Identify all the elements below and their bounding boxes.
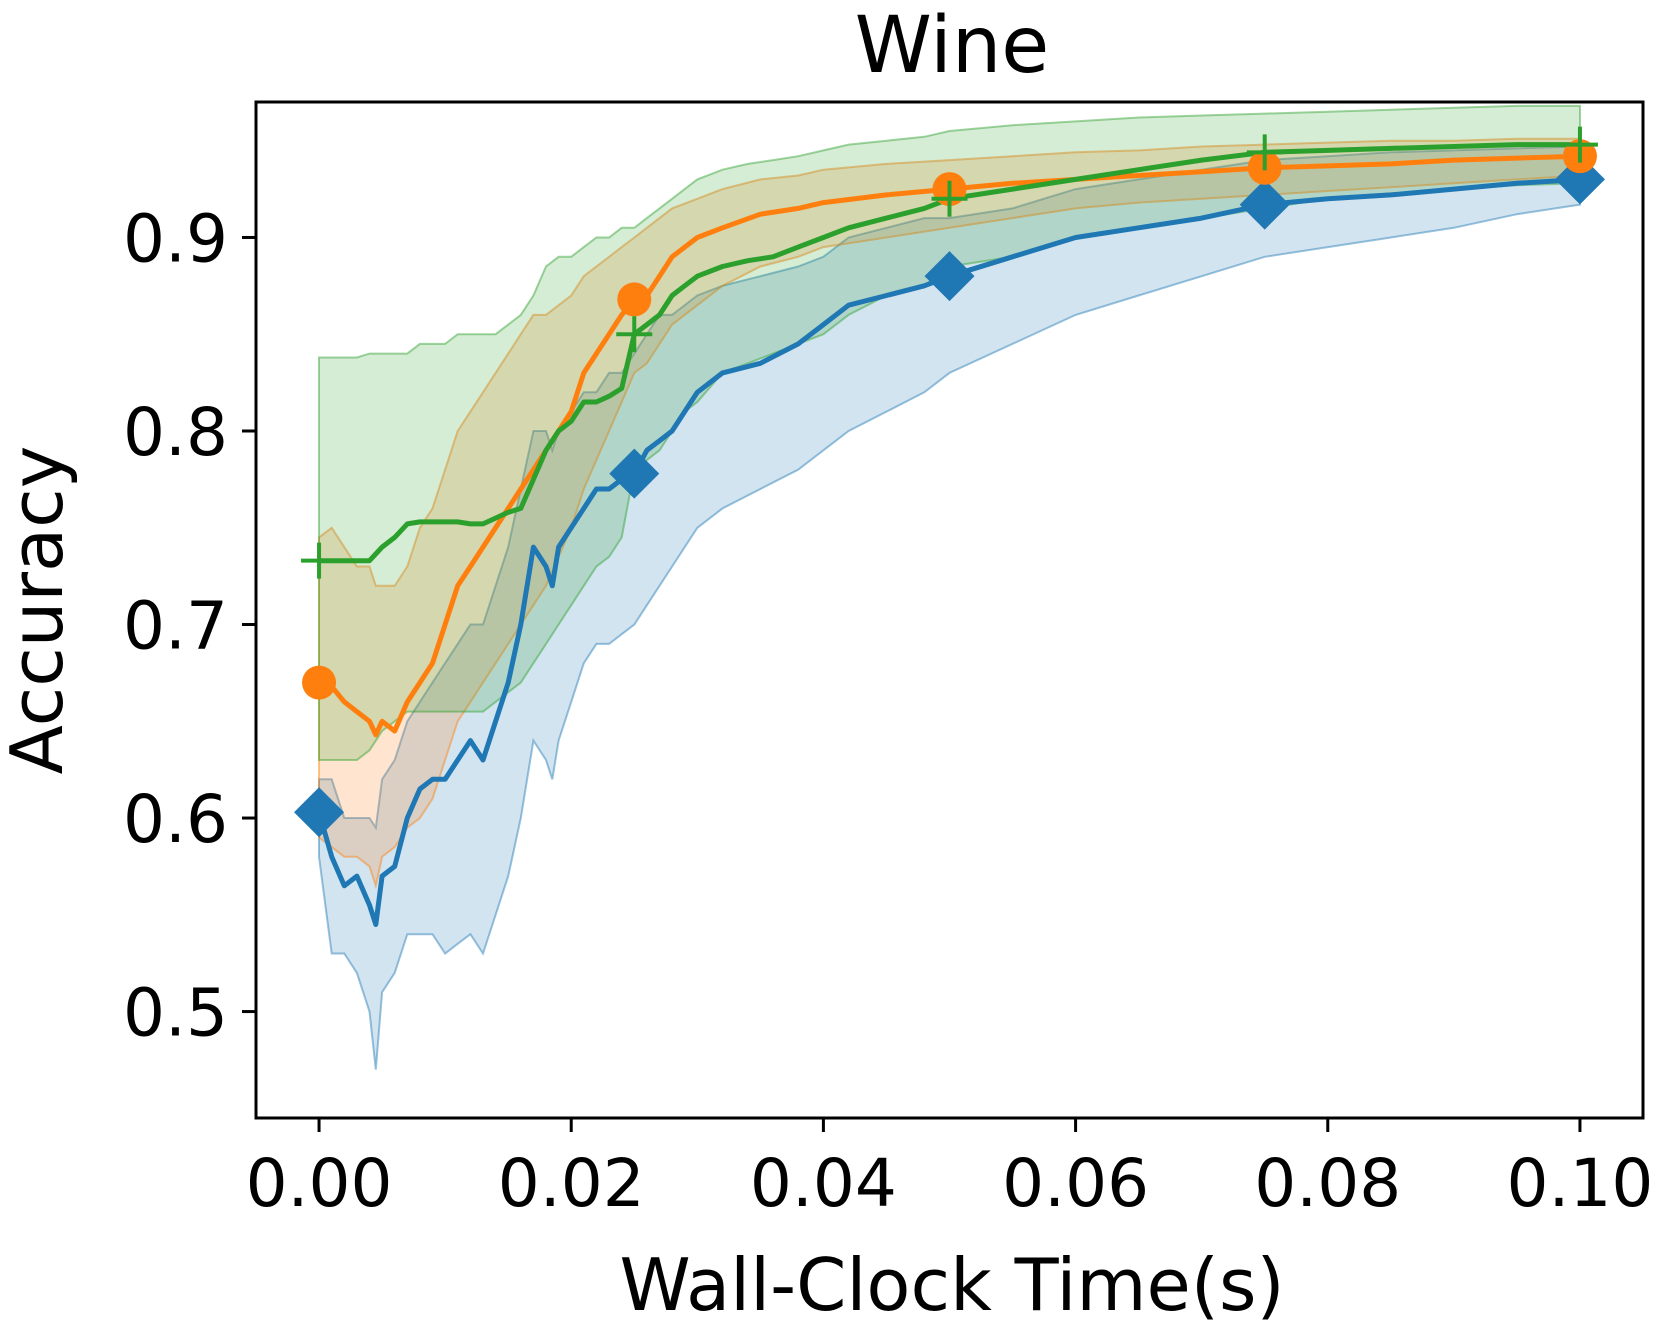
marker-series-0-0 [294,787,345,838]
chart-title: Wine [855,1,1050,91]
x-tick-label: 0.02 [498,1145,645,1222]
y-tick-label: 0.6 [123,781,228,858]
x-tick-label: 0.00 [246,1145,393,1222]
y-tick-label: 0.5 [123,975,228,1052]
marker-series-1-1 [617,282,652,317]
y-axis-label: Accuracy [0,446,79,775]
line-series-2 [319,142,1580,564]
x-axis-ticks: 0.00 0.02 0.04 0.06 0.08 0.10 [246,1118,1653,1222]
confidence-bands [318,104,1581,1070]
marker-series-0-1 [609,448,660,499]
series-lines [316,142,1581,927]
y-tick-label: 0.9 [123,200,228,277]
marker-series-0-2 [924,251,975,302]
y-axis-ticks: 0.5 0.6 0.7 0.8 0.9 [123,200,256,1052]
series-markers [294,126,1605,838]
marker-series-2-1 [616,316,653,353]
y-tick-label: 0.8 [123,394,228,471]
line-series-0 [316,176,1581,927]
x-tick-label: 0.10 [1506,1145,1653,1222]
y-tick-label: 0.7 [123,588,228,665]
marker-series-2-0 [301,542,338,579]
marker-series-0-3 [1239,179,1290,230]
x-tick-label: 0.04 [750,1145,897,1222]
marker-series-2-2 [931,180,968,217]
x-tick-label: 0.06 [1002,1145,1149,1222]
marker-series-2-4 [1561,126,1598,163]
x-axis-label: Wall-Clock Time(s) [619,1243,1284,1326]
x-tick-label: 0.08 [1254,1145,1401,1222]
marker-series-1-0 [302,665,337,700]
marker-series-2-3 [1246,134,1283,171]
plot-frame [254,100,1645,1120]
